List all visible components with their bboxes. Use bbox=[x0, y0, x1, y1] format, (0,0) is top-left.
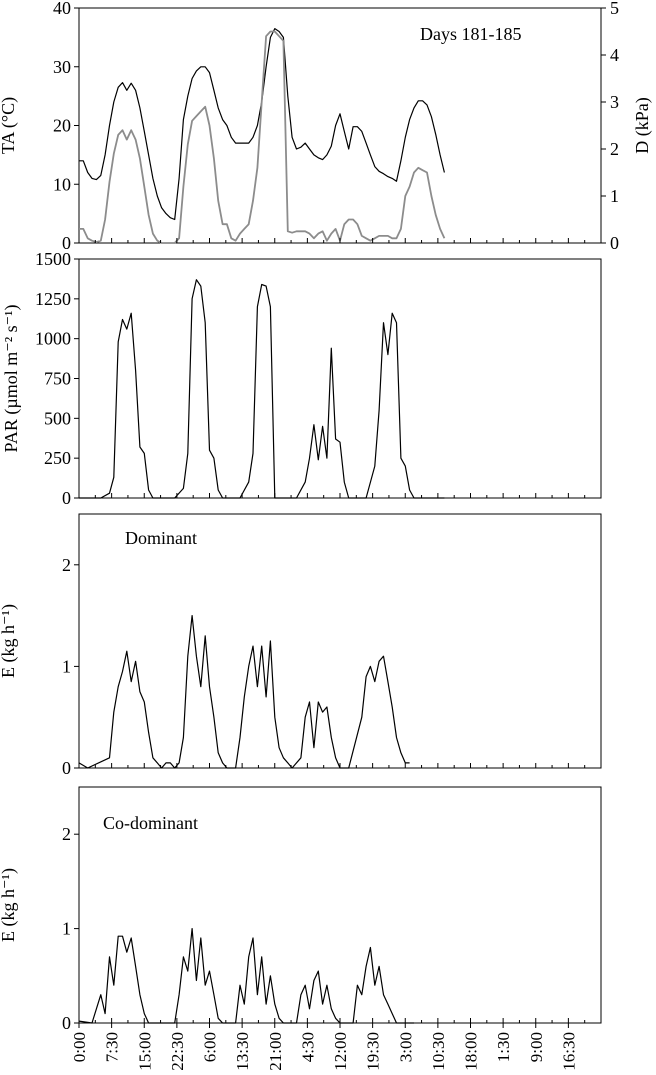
x-tick-label: 21:00 bbox=[266, 1032, 285, 1071]
y-tick-label: 1500 bbox=[35, 249, 71, 269]
y-axis-label: PAR (µmol m⁻² s⁻¹) bbox=[1, 304, 22, 452]
y-tick-label: 1250 bbox=[35, 289, 71, 309]
y-tick-label: 1000 bbox=[35, 329, 71, 349]
x-tick-label: 22:30 bbox=[168, 1032, 187, 1071]
x-tick-label: 18:00 bbox=[462, 1032, 481, 1071]
y-tick-label: 40 bbox=[53, 0, 71, 18]
plot-frame bbox=[78, 7, 602, 244]
y2-tick-label: 5 bbox=[610, 0, 619, 18]
y2-axis-label: D (kPa) bbox=[632, 97, 653, 154]
y-tick-label: 2 bbox=[62, 555, 71, 575]
series-line-1 bbox=[78, 927, 414, 1024]
panel-1: 0 10 20 30 40 0 1 2 3 4 5 D (kPa) TA (°C) Days 181-18… bbox=[0, 0, 653, 253]
panel-3: 0 1 2 E (kg h⁻¹) Dominant bbox=[0, 513, 602, 778]
series-line-1 bbox=[79, 28, 445, 221]
y2-tick-label: 2 bbox=[610, 139, 619, 159]
x-tick-label: 13:30 bbox=[233, 1032, 252, 1071]
panel-4: 0 1 2 E (kg h⁻¹) Co-dominant bbox=[0, 786, 602, 1033]
panel-annotation: Co-dominant bbox=[103, 813, 198, 833]
x-tick-label: 6:00 bbox=[201, 1032, 220, 1062]
y-axis-label: E (kg h⁻¹) bbox=[0, 868, 19, 942]
y-tick-label: 1 bbox=[62, 919, 71, 939]
plot-frame bbox=[78, 258, 602, 499]
y-tick-label: 0 bbox=[62, 1013, 71, 1033]
y-tick-label: 750 bbox=[44, 369, 71, 389]
x-tick-label: 7:30 bbox=[103, 1032, 122, 1062]
y2-tick-label: 0 bbox=[610, 233, 619, 253]
y2-tick-label: 3 bbox=[610, 92, 619, 112]
x-tick-label: 10:30 bbox=[429, 1032, 448, 1071]
x-tick-label: 12:00 bbox=[331, 1032, 350, 1071]
y-tick-label: 0 bbox=[62, 758, 71, 778]
y-tick-label: 0 bbox=[62, 233, 71, 253]
y-tick-label: 0 bbox=[62, 488, 71, 508]
x-tick-label: 3:00 bbox=[396, 1032, 415, 1062]
panel-2: 0 250 500 750 1000 1250 1500 PAR (µmol m⁻² s⁻¹) bbox=[1, 249, 602, 508]
x-tick-label: 16:30 bbox=[559, 1032, 578, 1071]
y-tick-label: 250 bbox=[44, 448, 71, 468]
y-tick-label: 500 bbox=[44, 408, 71, 428]
panel-annotation: Dominant bbox=[125, 528, 197, 548]
x-tick-label: 4:30 bbox=[298, 1032, 317, 1062]
y2-tick-label: 1 bbox=[610, 186, 619, 206]
y-axis-label: E (kg h⁻¹) bbox=[0, 604, 19, 678]
series-line-1 bbox=[78, 614, 410, 769]
y-tick-label: 30 bbox=[53, 57, 71, 77]
x-tick-label: 0:00 bbox=[70, 1032, 89, 1062]
y2-tick-label: 4 bbox=[610, 45, 619, 65]
x-tick-label: 1:30 bbox=[494, 1032, 513, 1062]
y-tick-label: 1 bbox=[62, 656, 71, 676]
x-tick-label: 15:00 bbox=[135, 1032, 154, 1071]
series-line-2 bbox=[79, 30, 446, 244]
panel-annotation: Days 181-185 bbox=[420, 24, 522, 44]
y-axis-label: TA (°C) bbox=[0, 97, 19, 154]
x-tick-label: 19:30 bbox=[364, 1032, 383, 1071]
x-tick-label: 9:00 bbox=[527, 1032, 546, 1062]
series-line-1 bbox=[79, 279, 445, 499]
plot-frame bbox=[78, 513, 602, 769]
y-tick-label: 10 bbox=[53, 174, 71, 194]
y-tick-label: 2 bbox=[62, 824, 71, 844]
y-tick-label: 20 bbox=[53, 116, 71, 136]
